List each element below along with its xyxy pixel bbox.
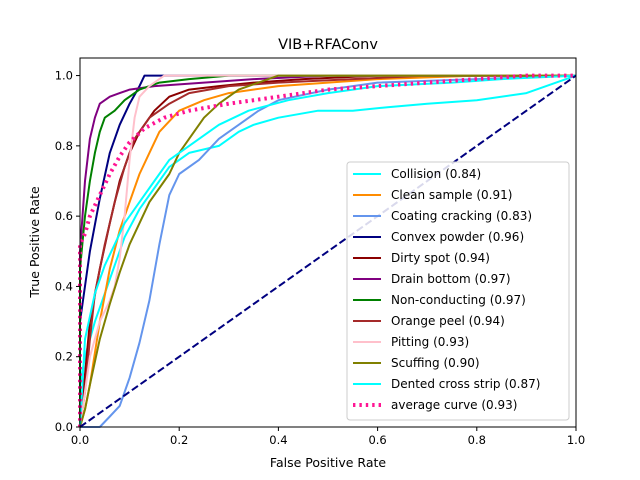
x-tick-label: 0.4 bbox=[269, 433, 287, 447]
legend-label: Coating cracking (0.83) bbox=[391, 209, 532, 223]
legend-label: Dented cross strip (0.87) bbox=[391, 377, 540, 391]
x-tick-label: 0.6 bbox=[368, 433, 386, 447]
series-line-10 bbox=[79, 74, 577, 428]
x-axis-label: False Positive Rate bbox=[270, 455, 386, 470]
legend-label: Scuffing (0.90) bbox=[391, 356, 480, 370]
x-tick-label: 0.0 bbox=[71, 433, 89, 447]
series-line-5 bbox=[79, 74, 576, 427]
series-line-0 bbox=[79, 74, 577, 427]
legend-label: Collision (0.84) bbox=[391, 167, 481, 181]
y-tick-label: 0.8 bbox=[55, 139, 73, 153]
chart-title: VIB+RFAConv bbox=[278, 37, 378, 53]
legend-label: Convex powder (0.96) bbox=[391, 230, 524, 244]
legend-label: Non-conducting (0.97) bbox=[391, 293, 526, 307]
y-axis-label: True Positive Rate bbox=[27, 186, 42, 299]
y-tick-label: 0.2 bbox=[55, 350, 73, 364]
plot-frame bbox=[79, 57, 577, 428]
y-tick-label: 0.6 bbox=[55, 209, 73, 223]
x-tick-label: 0.2 bbox=[170, 433, 188, 447]
legend-label: Drain bottom (0.97) bbox=[391, 272, 511, 286]
series-line-3 bbox=[79, 74, 576, 427]
y-tick-label: 0.0 bbox=[55, 420, 73, 434]
legend-box bbox=[346, 161, 570, 421]
series-line-8 bbox=[79, 74, 576, 428]
series-line-12 bbox=[79, 74, 577, 428]
plot-lines bbox=[78, 73, 577, 428]
legend-label: average curve (0.93) bbox=[391, 398, 517, 412]
legend-label: Clean sample (0.91) bbox=[391, 188, 512, 202]
series-line-1 bbox=[79, 74, 576, 428]
x-tick-label: 1.0 bbox=[567, 433, 585, 447]
legend-label: Pitting (0.93) bbox=[391, 335, 469, 349]
legend: Collision (0.84) Clean sample (0.91) Coati… bbox=[346, 161, 570, 421]
legend-label: Orange peel (0.94) bbox=[391, 314, 505, 328]
series-line-9 bbox=[79, 74, 576, 428]
y-axis-ticks: 0.0 0.2 0.4 0.6 0.8 1.0 bbox=[55, 69, 80, 434]
series-line-6 bbox=[79, 74, 576, 427]
y-tick-label: 0.4 bbox=[55, 279, 73, 293]
x-axis-ticks: 0.0 0.2 0.4 0.6 0.8 1.0 bbox=[71, 427, 585, 447]
legend-label: Dirty spot (0.94) bbox=[391, 251, 490, 265]
series-line-11 bbox=[78, 73, 576, 427]
x-tick-label: 0.8 bbox=[468, 433, 486, 447]
y-tick-label: 1.0 bbox=[55, 69, 73, 83]
